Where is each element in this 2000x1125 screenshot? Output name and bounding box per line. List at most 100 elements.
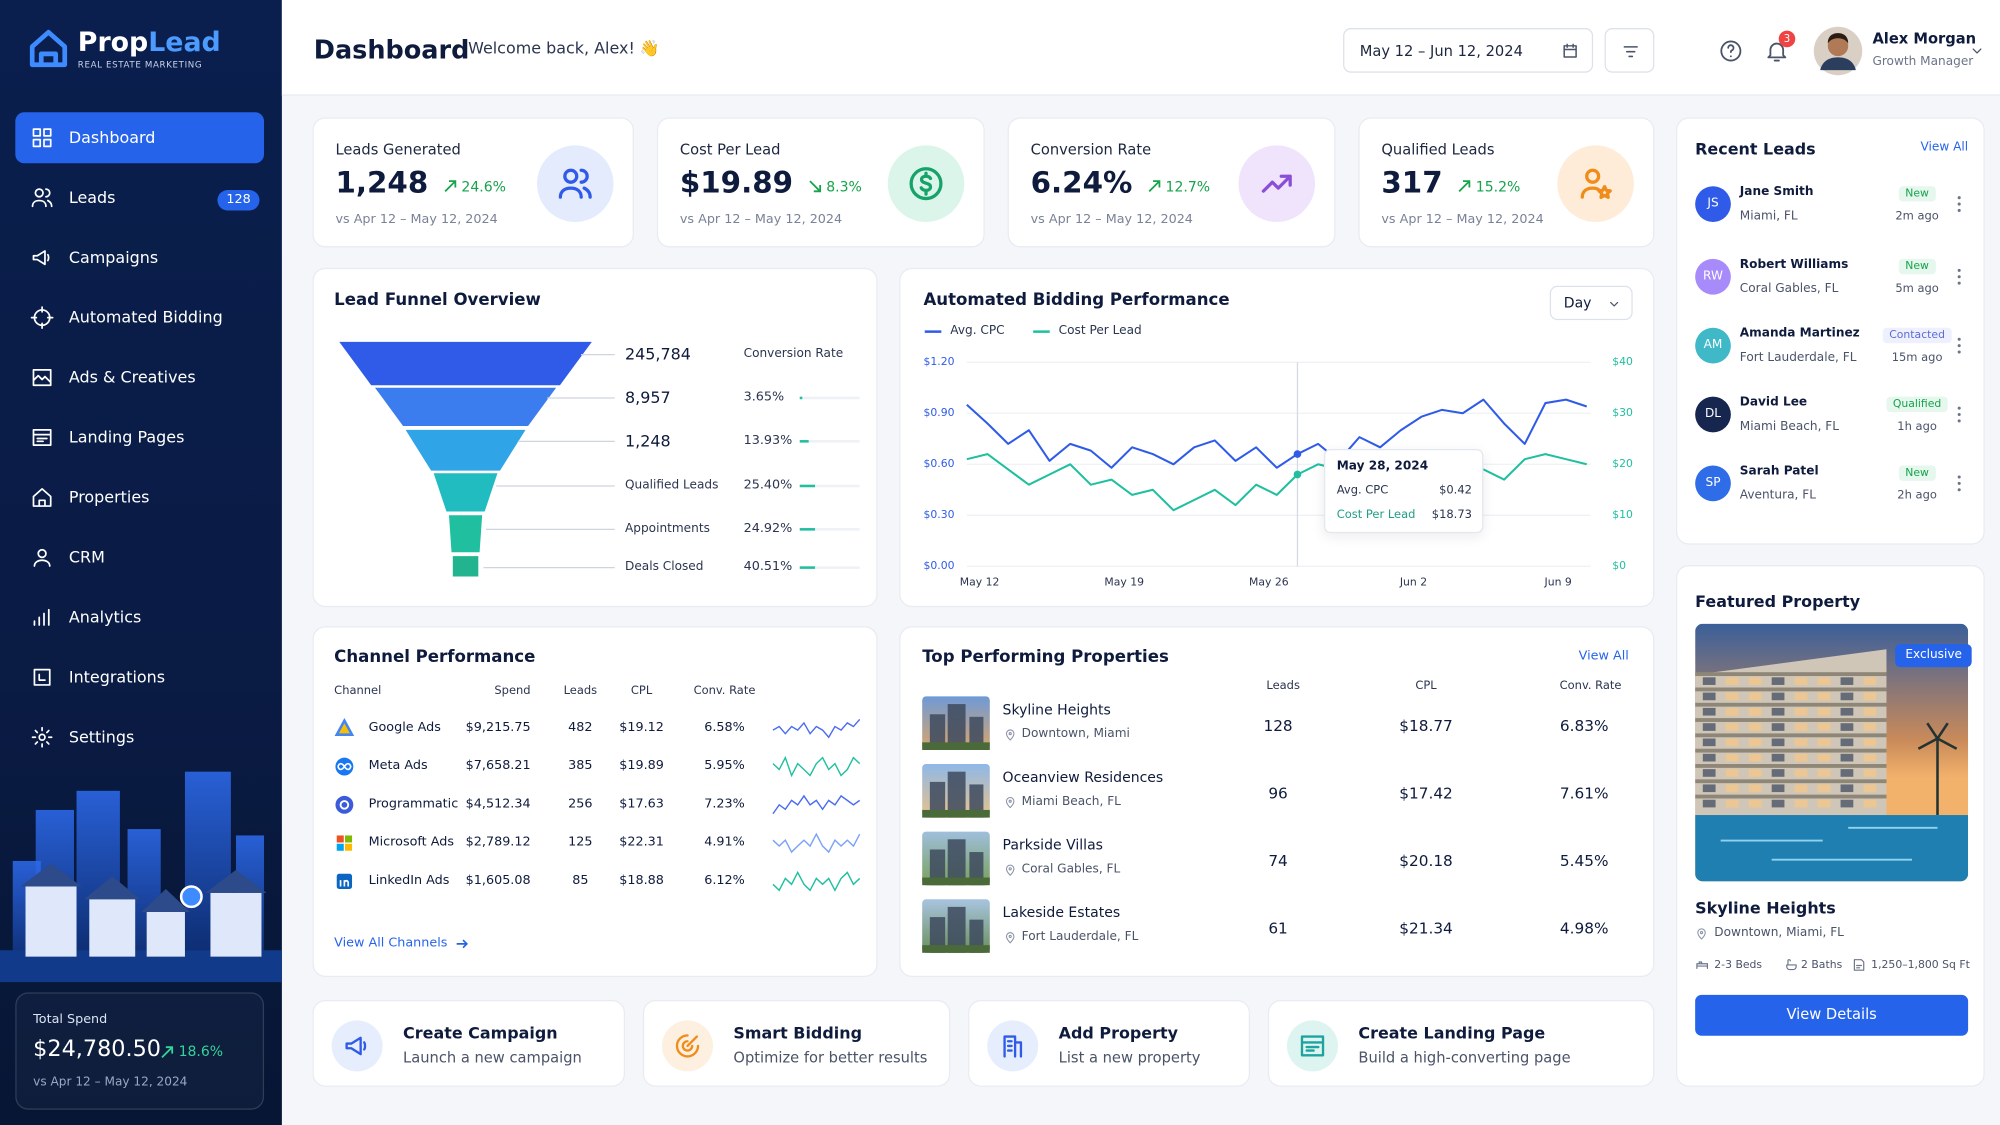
view-all-channels[interactable]: View All Channels <box>334 936 468 950</box>
funnel-rate: 40.51% <box>743 559 793 574</box>
quick-action[interactable]: Add Property List a new property <box>968 999 1250 1087</box>
filter-button[interactable] <box>1604 28 1655 73</box>
dot <box>1957 196 1961 200</box>
thumb-building <box>969 784 984 818</box>
balcony <box>1695 764 1887 768</box>
balcony <box>1695 672 1887 677</box>
quick-action[interactable]: Smart Bidding Optimize for better results <box>642 999 951 1087</box>
arrow-path <box>809 180 821 193</box>
property-cpl: $20.18 <box>1399 851 1453 870</box>
window <box>1771 799 1785 808</box>
nav-item[interactable]: Integrations <box>15 652 264 703</box>
header: Dashboard Welcome back, Alex! 👋 May 12 – J… <box>281 0 2000 96</box>
lead-avatar <box>1695 465 1731 502</box>
nav-icon <box>33 548 51 567</box>
kpi-icon-bg <box>536 145 614 222</box>
window <box>1748 799 1762 808</box>
channel-conv: 7.23% <box>704 796 745 811</box>
nav-item[interactable]: Landing Pages <box>15 412 264 463</box>
x-tick-label: May 19 <box>1104 576 1145 589</box>
lead-initials: SP <box>1705 475 1721 490</box>
more-menu[interactable] <box>1955 337 1963 355</box>
nav-item[interactable]: Properties <box>15 472 264 523</box>
nav-badge: 128 <box>217 189 260 211</box>
chart-title: Automated Bidding Performance <box>923 290 1230 310</box>
pin-icon <box>1005 796 1015 809</box>
nav-item[interactable]: Analytics <box>15 592 264 643</box>
more-menu[interactable] <box>1955 406 1963 424</box>
action-icon-bg <box>331 1020 383 1072</box>
nav-item[interactable]: Dashboard <box>15 112 265 164</box>
nav-item[interactable]: Campaigns <box>15 232 264 283</box>
avatar-face <box>1827 35 1849 57</box>
lead-location: Coral Gables, FL <box>1739 282 1839 297</box>
granularity-select[interactable]: Day <box>1549 285 1633 321</box>
window <box>1771 692 1785 701</box>
hover-point <box>1293 450 1302 458</box>
kpi-label: Qualified Leads <box>1381 140 1495 158</box>
page-title: Dashboard <box>313 33 470 65</box>
window <box>1840 723 1854 731</box>
window <box>1702 799 1716 808</box>
window <box>1748 784 1762 793</box>
kpi-icon-bg <box>887 145 965 222</box>
series-line <box>966 398 1588 469</box>
icon-path <box>1005 864 1015 876</box>
channel-cpl: $17.63 <box>619 796 664 811</box>
window <box>1863 738 1877 747</box>
nav-label: Campaigns <box>68 247 159 267</box>
view-details-button[interactable]: View Details <box>1695 994 1969 1036</box>
icon-path <box>33 668 51 686</box>
property-name: Lakeside Estates <box>1002 904 1121 922</box>
lead-name: David Lee <box>1739 395 1808 410</box>
nav-item[interactable]: CRM <box>15 532 264 583</box>
lead-avatar <box>1695 258 1731 295</box>
featured-baths: 2 Baths <box>1801 958 1843 972</box>
property-cpl: $21.34 <box>1399 919 1453 937</box>
more-menu[interactable] <box>1955 268 1963 286</box>
window <box>1725 692 1739 701</box>
quick-action[interactable]: Create Campaign Launch a new campaign <box>312 999 625 1087</box>
icon-path <box>1300 1035 1325 1057</box>
nav-item[interactable]: Settings <box>15 712 264 763</box>
tooltip-series: Cost Per Lead <box>1336 509 1416 523</box>
more-menu[interactable] <box>1955 195 1963 213</box>
balcony <box>1695 718 1887 722</box>
quick-action[interactable]: Create Landing Page Build a high-converti… <box>1267 999 1655 1087</box>
view-all-link[interactable]: View All <box>1920 140 1969 155</box>
total-spend-period: vs Apr 12 – May 12, 2024 <box>33 1075 188 1090</box>
image-group <box>1695 623 1969 882</box>
pin-icon <box>1005 729 1015 741</box>
column-header: Conv. Rate <box>1559 680 1622 694</box>
property-conv: 4.98% <box>1559 919 1609 937</box>
nav-item[interactable]: Ads & Creatives <box>15 352 264 403</box>
window <box>1748 753 1762 762</box>
trend-arrow <box>809 180 821 193</box>
date-picker[interactable]: May 12 – Jun 12, 2024 <box>1343 28 1594 73</box>
property-name: Parkside Villas <box>1002 836 1103 854</box>
tooltip-series: Avg. CPC <box>1336 485 1389 498</box>
view-all-link[interactable]: View All <box>1578 648 1629 664</box>
channel-spend: $2,789.12 <box>465 835 531 850</box>
thumb-building <box>947 906 966 953</box>
nav-icon <box>32 369 52 387</box>
lead-location: Fort Lauderdale, FL <box>1739 350 1857 365</box>
tooltip-value: $18.73 <box>1431 509 1472 523</box>
nav-item[interactable]: Automated Bidding <box>15 292 264 343</box>
roof <box>205 869 267 893</box>
kpi-period: vs Apr 12 – May 12, 2024 <box>679 212 843 227</box>
more-menu[interactable] <box>1955 474 1963 492</box>
window <box>1771 677 1785 685</box>
trend-arrow <box>444 180 456 192</box>
nav-item[interactable]: Leads 128 <box>15 172 264 223</box>
nav-icon <box>32 128 52 148</box>
icon-path <box>33 608 50 626</box>
window <box>1702 677 1716 685</box>
lead-status: New <box>1898 465 1936 481</box>
funnel-card: Lead Funnel Overview Conversion Rate 245,7… <box>312 267 878 608</box>
kpi-icon <box>558 168 592 199</box>
action-subtitle: Launch a new campaign <box>403 1048 582 1067</box>
dot <box>1957 268 1961 272</box>
icon-path <box>1610 301 1619 307</box>
window <box>1748 723 1762 731</box>
